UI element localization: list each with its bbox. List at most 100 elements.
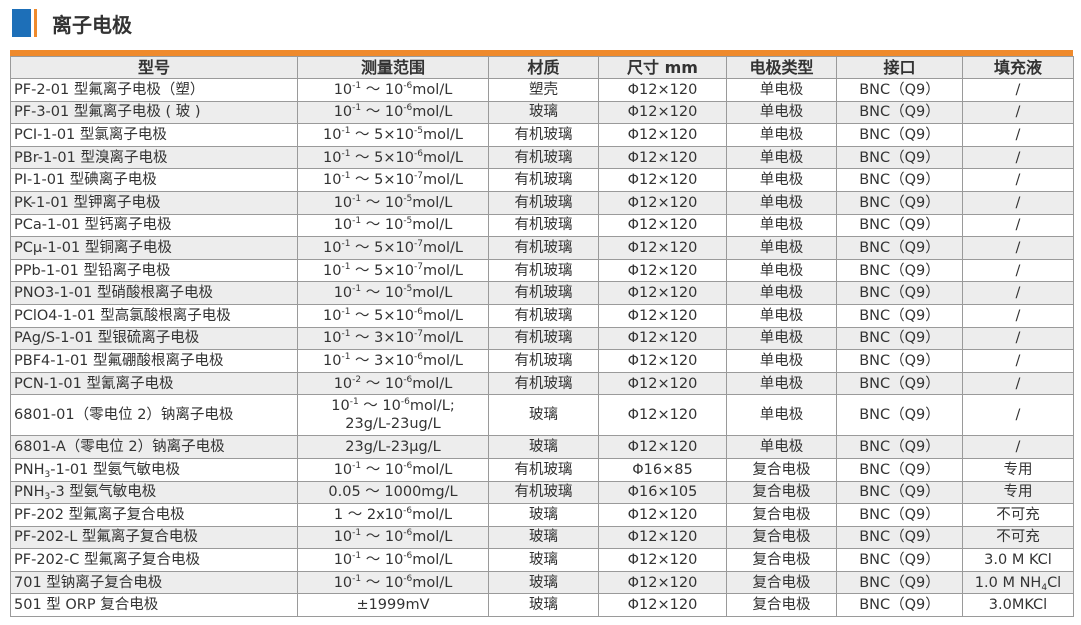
cell-range: 10-2 ～ 10-6mol/L [297,371,489,396]
cell-material: 有机玻璃 [488,258,599,283]
cell-model: PBF4-1-01 型氟硼酸根离子电极 [10,349,298,373]
cell-electrode-type: 复合电极 [726,503,837,527]
cell-electrode-type: 复合电极 [726,548,837,572]
cell-size: Φ12×120 [598,190,727,215]
cell-size: Φ12×120 [598,435,727,459]
cell-connector: BNC（Q9） [836,349,963,373]
cell-electrode-type: 单电极 [726,281,837,305]
section-title: 离子电极 [52,12,132,37]
cell-size: Φ16×85 [598,457,727,482]
cell-size: Φ12×120 [598,236,727,260]
cell-connector: BNC（Q9） [836,123,963,147]
table-row: PNH3-3 型氨气敏电极 0.05 ～ 1000mg/L 有机玻璃 Φ16×105 复… [10,480,1074,505]
cell-model: PF-202-L 型氟离子复合电极 [10,525,298,550]
cell-connector: BNC（Q9） [836,303,963,328]
cell-model: PCμ-1-01 型铜离子电极 [10,236,298,260]
cell-material: 有机玻璃 [488,213,599,238]
cell-model: PCI-1-01 型氯离子电极 [10,123,298,147]
cell-range: 10-1 ～ 10-5mol/L [297,281,489,305]
table-row: PCμ-1-01 型铜离子电极 10-1 ～ 5×10-7mol/L 有机玻璃 Φ12… [10,236,1074,260]
table-row: PCN-1-01 型氰离子电极 10-2 ～ 10-6mol/L 有机玻璃 Φ12×1… [10,371,1074,396]
cell-filling: 专用 [962,457,1074,482]
cell-size: Φ16×105 [598,480,727,505]
cell-range: 10-1 ～ 5×10-5mol/L [297,123,489,147]
cell-material: 有机玻璃 [488,145,599,170]
cell-material: 玻璃 [488,394,599,437]
title-blue-marker [12,9,31,37]
cell-material: 有机玻璃 [488,371,599,396]
cell-connector: BNC（Q9） [836,213,963,238]
cell-electrode-type: 单电极 [726,145,837,170]
cell-electrode-type: 单电极 [726,213,837,238]
table-row: 6801-01（零电位 2）钠离子电极 10-1 ～ 10-6mol/L; 23g/… [10,394,1074,437]
cell-connector: BNC（Q9） [836,258,963,283]
cell-filling: / [962,281,1074,305]
table-row: 501 型 ORP 复合电极 ±1999mV 玻璃 Φ12×120 复合电极 BNC（Q9… [10,593,1074,618]
cell-range: 10-1 ～ 5×10-7mol/L [297,236,489,260]
header-size: 尺寸 mm [598,56,727,79]
cell-filling: / [962,326,1074,351]
cell-size: Φ12×120 [598,213,727,238]
cell-material: 有机玻璃 [488,236,599,260]
cell-connector: BNC（Q9） [836,394,963,437]
cell-electrode-type: 复合电极 [726,480,837,505]
cell-filling: 不可充 [962,503,1074,527]
cell-connector: BNC（Q9） [836,281,963,305]
cell-size: Φ12×120 [598,371,727,396]
cell-range: 10-1 ～ 5×10-7mol/L [297,258,489,283]
cell-model: PClO4-1-01 型高氯酸根离子电极 [10,303,298,328]
cell-model: 6801-A（零电位 2）钠离子电极 [10,435,298,459]
cell-material: 有机玻璃 [488,123,599,147]
cell-filling: / [962,394,1074,437]
cell-electrode-type: 单电极 [726,168,837,192]
cell-material: 有机玻璃 [488,190,599,215]
cell-range: 10-1 ～ 10-6mol/L [297,525,489,550]
header-model: 型号 [10,56,298,79]
cell-connector: BNC（Q9） [836,326,963,351]
table-row: PI-1-01 型碘离子电极 10-1 ～ 5×10-7mol/L 有机玻璃 Φ12×… [10,168,1074,192]
cell-filling: / [962,168,1074,192]
cell-range: 10-1 ～ 5×10-6mol/L [297,303,489,328]
cell-connector: BNC（Q9） [836,100,963,125]
cell-size: Φ12×120 [598,258,727,283]
cell-material: 有机玻璃 [488,281,599,305]
title-orange-marker [34,9,37,37]
cell-filling: / [962,435,1074,459]
cell-connector: BNC（Q9） [836,480,963,505]
cell-size: Φ12×120 [598,100,727,125]
cell-electrode-type: 复合电极 [726,570,837,595]
cell-material: 有机玻璃 [488,168,599,192]
cell-size: Φ12×120 [598,593,727,618]
table-row: PClO4-1-01 型高氯酸根离子电极 10-1 ～ 5×10-6mol/L 有机… [10,303,1074,328]
cell-connector: BNC（Q9） [836,457,963,482]
cell-material: 有机玻璃 [488,326,599,351]
table-header-row: 型号 测量范围 材质 尺寸 mm 电极类型 接口 填充液 [10,56,1074,79]
cell-material: 玻璃 [488,503,599,527]
cell-model: 701 型钠离子复合电极 [10,570,298,595]
table-row: PF-3-01 型氟离子电极 ( 玻 ) 10-1 ～ 10-6mol/L 玻璃 Φ1… [10,100,1074,125]
cell-connector: BNC（Q9） [836,525,963,550]
cell-material: 玻璃 [488,525,599,550]
cell-range: 10-1 ～ 5×10-6mol/L [297,145,489,170]
cell-size: Φ12×120 [598,78,727,102]
cell-range: 10-1 ～ 10-6mol/L; 23g/L-23ug/L [297,394,489,437]
cell-size: Φ12×120 [598,303,727,328]
cell-range: 10-1 ～ 10-6mol/L [297,570,489,595]
cell-filling: / [962,258,1074,283]
cell-model: PF-3-01 型氟离子电极 ( 玻 ) [10,100,298,125]
cell-filling: / [962,78,1074,102]
cell-model: 6801-01（零电位 2）钠离子电极 [10,394,298,437]
cell-connector: BNC（Q9） [836,168,963,192]
electrode-table-wrapper: 型号 测量范围 材质 尺寸 mm 电极类型 接口 填充液 PF-2-01 型氟离… [10,50,1074,618]
cell-filling: / [962,371,1074,396]
cell-electrode-type: 单电极 [726,435,837,459]
cell-electrode-type: 单电极 [726,326,837,351]
cell-material: 有机玻璃 [488,480,599,505]
cell-range: 1 ～ 2x10-6mol/L [297,503,489,527]
header-connector: 接口 [836,56,963,79]
cell-range: ±1999mV [297,593,489,618]
cell-electrode-type: 单电极 [726,78,837,102]
cell-electrode-type: 单电极 [726,258,837,283]
table-row: PAg/S-1-01 型银硫离子电极 10-1 ～ 3×10-7mol/L 有机玻璃… [10,326,1074,351]
cell-size: Φ12×120 [598,326,727,351]
